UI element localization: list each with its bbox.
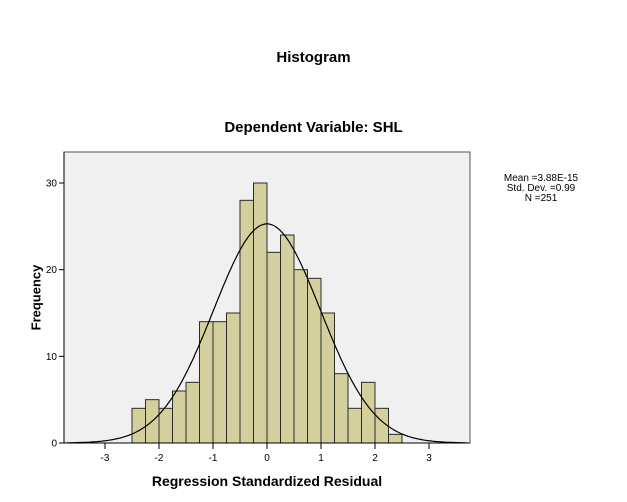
x-tick-label: -1 [209,453,218,464]
x-tick-label: 0 [264,453,270,464]
histogram-bar [307,277,322,444]
mean-stat: Mean =3.88E-15 [503,173,579,184]
histogram-bar [131,407,146,444]
histogram-bar [185,381,200,444]
histogram-bar [253,182,268,444]
x-tick-label: -3 [101,453,110,464]
std-dev-stat: Std. Dev. =0.99 [506,183,576,194]
x-tick-label: 1 [318,453,324,464]
x-tick-label: 2 [372,453,378,464]
y-tick-label: 10 [46,352,58,363]
y-tick-label: 0 [51,439,57,450]
y-axis-label: Frequency [28,264,44,331]
y-axis-ticks: 0 10 20 30 [46,179,64,450]
histogram-bar [239,199,254,444]
y-tick-label: 20 [46,265,58,276]
histogram-bar [320,312,335,444]
histogram-bar [172,390,187,444]
histogram-bars [131,182,403,444]
histogram-bar [226,312,241,444]
x-tick-label: -2 [155,453,164,464]
x-axis-ticks: -3 -2 -1 0 1 2 3 [101,443,432,464]
chart-subtitle: Dependent Variable: SHL [224,119,403,136]
chart-title: Histogram [276,49,351,66]
x-axis-label: Regression Standardized Residual [151,473,383,489]
histogram-bar [347,407,362,444]
histogram-bar [388,433,403,444]
y-tick-label: 30 [46,179,58,190]
n-stat: N =251 [524,193,558,204]
histogram-bar [212,321,227,444]
normal-curve [67,223,467,444]
histogram-bar [158,407,173,444]
x-tick-label: 3 [426,453,432,464]
histogram-bar [293,269,308,444]
histogram-bar [334,373,349,444]
histogram-bar [266,251,281,444]
histogram-bar [280,234,295,444]
stats-legend: Mean =3.88E-15 Std. Dev. =0.99 N =251 [496,174,586,204]
